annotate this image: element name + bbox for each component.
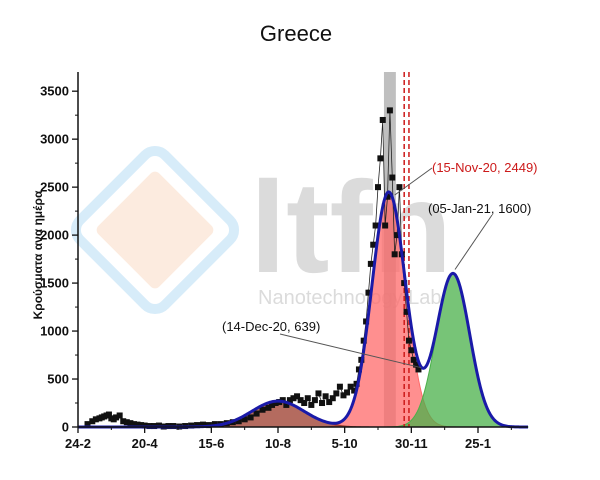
data-point <box>92 416 99 423</box>
annotation-layer: (15-Nov-20, 2449) (05-Jan-21, 1600) (14-De… <box>222 160 538 369</box>
x-tick-label: 5-10 <box>332 436 358 451</box>
data-point <box>130 421 137 428</box>
data-point <box>241 416 248 423</box>
data-point <box>375 184 381 191</box>
data-point <box>308 401 315 408</box>
chart-title: Greece <box>260 21 332 46</box>
data-point <box>265 404 272 411</box>
data-point <box>370 241 377 248</box>
x-tick-label: 30-11 <box>395 436 428 451</box>
x-tick-label: 20-4 <box>132 436 159 451</box>
data-point <box>344 389 351 396</box>
data-point <box>382 222 389 229</box>
data-point <box>127 420 134 427</box>
y-tick-label: 3500 <box>40 84 69 99</box>
data-point <box>253 410 260 417</box>
data-point <box>391 251 398 258</box>
y-tick-label: 2500 <box>40 180 69 195</box>
axes-layer: 0 500 1000 1500 2000 2500 3000 3500 24-2 20-4 15-6… <box>40 72 528 451</box>
data-point <box>84 421 91 428</box>
data-point <box>319 400 326 407</box>
data-point <box>415 366 422 373</box>
data-point <box>329 395 336 402</box>
x-tick-label: 15-6 <box>198 436 224 451</box>
data-point <box>89 418 96 425</box>
data-point <box>301 400 308 407</box>
data-point <box>372 222 379 229</box>
data-point <box>336 383 343 390</box>
data-point <box>315 390 322 397</box>
annotation-leader <box>279 333 422 369</box>
data-point <box>326 399 333 406</box>
x-tick-label: 10-8 <box>265 436 291 451</box>
vertical-lines-layer <box>403 72 410 427</box>
data-point <box>123 419 130 426</box>
data-point <box>363 318 370 325</box>
data-point <box>200 421 206 428</box>
data-point <box>347 383 354 390</box>
data-point <box>379 116 386 123</box>
data-point <box>394 232 401 239</box>
data-point <box>340 392 347 399</box>
data-point <box>120 418 127 425</box>
data-point <box>297 397 304 404</box>
annotation-label: (15-Nov-20, 2449) <box>432 160 538 175</box>
data-point <box>286 397 293 404</box>
data-point <box>304 395 311 402</box>
data-point <box>367 260 374 267</box>
data-point <box>322 393 329 400</box>
data-point <box>403 308 410 315</box>
data-point <box>290 395 297 402</box>
x-tick-label: 25-1 <box>465 436 491 451</box>
data-point <box>408 347 415 354</box>
data-point <box>410 356 417 363</box>
data-point <box>405 337 412 344</box>
data-point <box>259 406 266 413</box>
data-point <box>386 107 393 114</box>
data-point <box>272 400 279 407</box>
y-tick-label: 3000 <box>40 132 69 147</box>
data-point <box>247 414 254 421</box>
y-tick-label: 0 <box>62 420 69 435</box>
data-point <box>105 411 112 418</box>
data-point <box>138 422 145 429</box>
data-point <box>113 414 120 421</box>
data-point <box>311 397 318 404</box>
data-point <box>134 421 141 428</box>
annotation-leader <box>394 167 433 196</box>
data-point <box>294 393 301 400</box>
data-point <box>194 422 201 429</box>
y-tick-label: 1000 <box>40 324 69 339</box>
y-tick-label: 500 <box>47 372 69 387</box>
y-tick-label: 2000 <box>40 228 69 243</box>
data-point <box>365 289 372 296</box>
y-tick-label: 1500 <box>40 276 69 291</box>
data-point <box>269 401 276 408</box>
data-point <box>355 366 362 373</box>
y-axis-label: Κρούσματα ανα ημέρα <box>31 190 45 319</box>
data-point <box>351 387 358 394</box>
x-tick-label: 24-2 <box>65 436 91 451</box>
watermark-sub-text: Nanotechnology Lab <box>258 287 441 309</box>
annotation-label: (14-Dec-20, 639) <box>222 319 320 334</box>
data-point <box>396 184 403 191</box>
data-point <box>413 361 420 368</box>
data-point <box>333 390 340 397</box>
annotation-leader <box>454 214 493 270</box>
data-point <box>283 401 290 408</box>
data-point <box>116 412 123 419</box>
data-point <box>384 193 391 200</box>
annotation-label: (05-Jan-21, 1600) <box>428 201 531 216</box>
data-point <box>235 418 242 425</box>
watermark-logo-icon <box>70 145 240 315</box>
data-point <box>377 155 384 162</box>
data-point <box>389 174 396 181</box>
